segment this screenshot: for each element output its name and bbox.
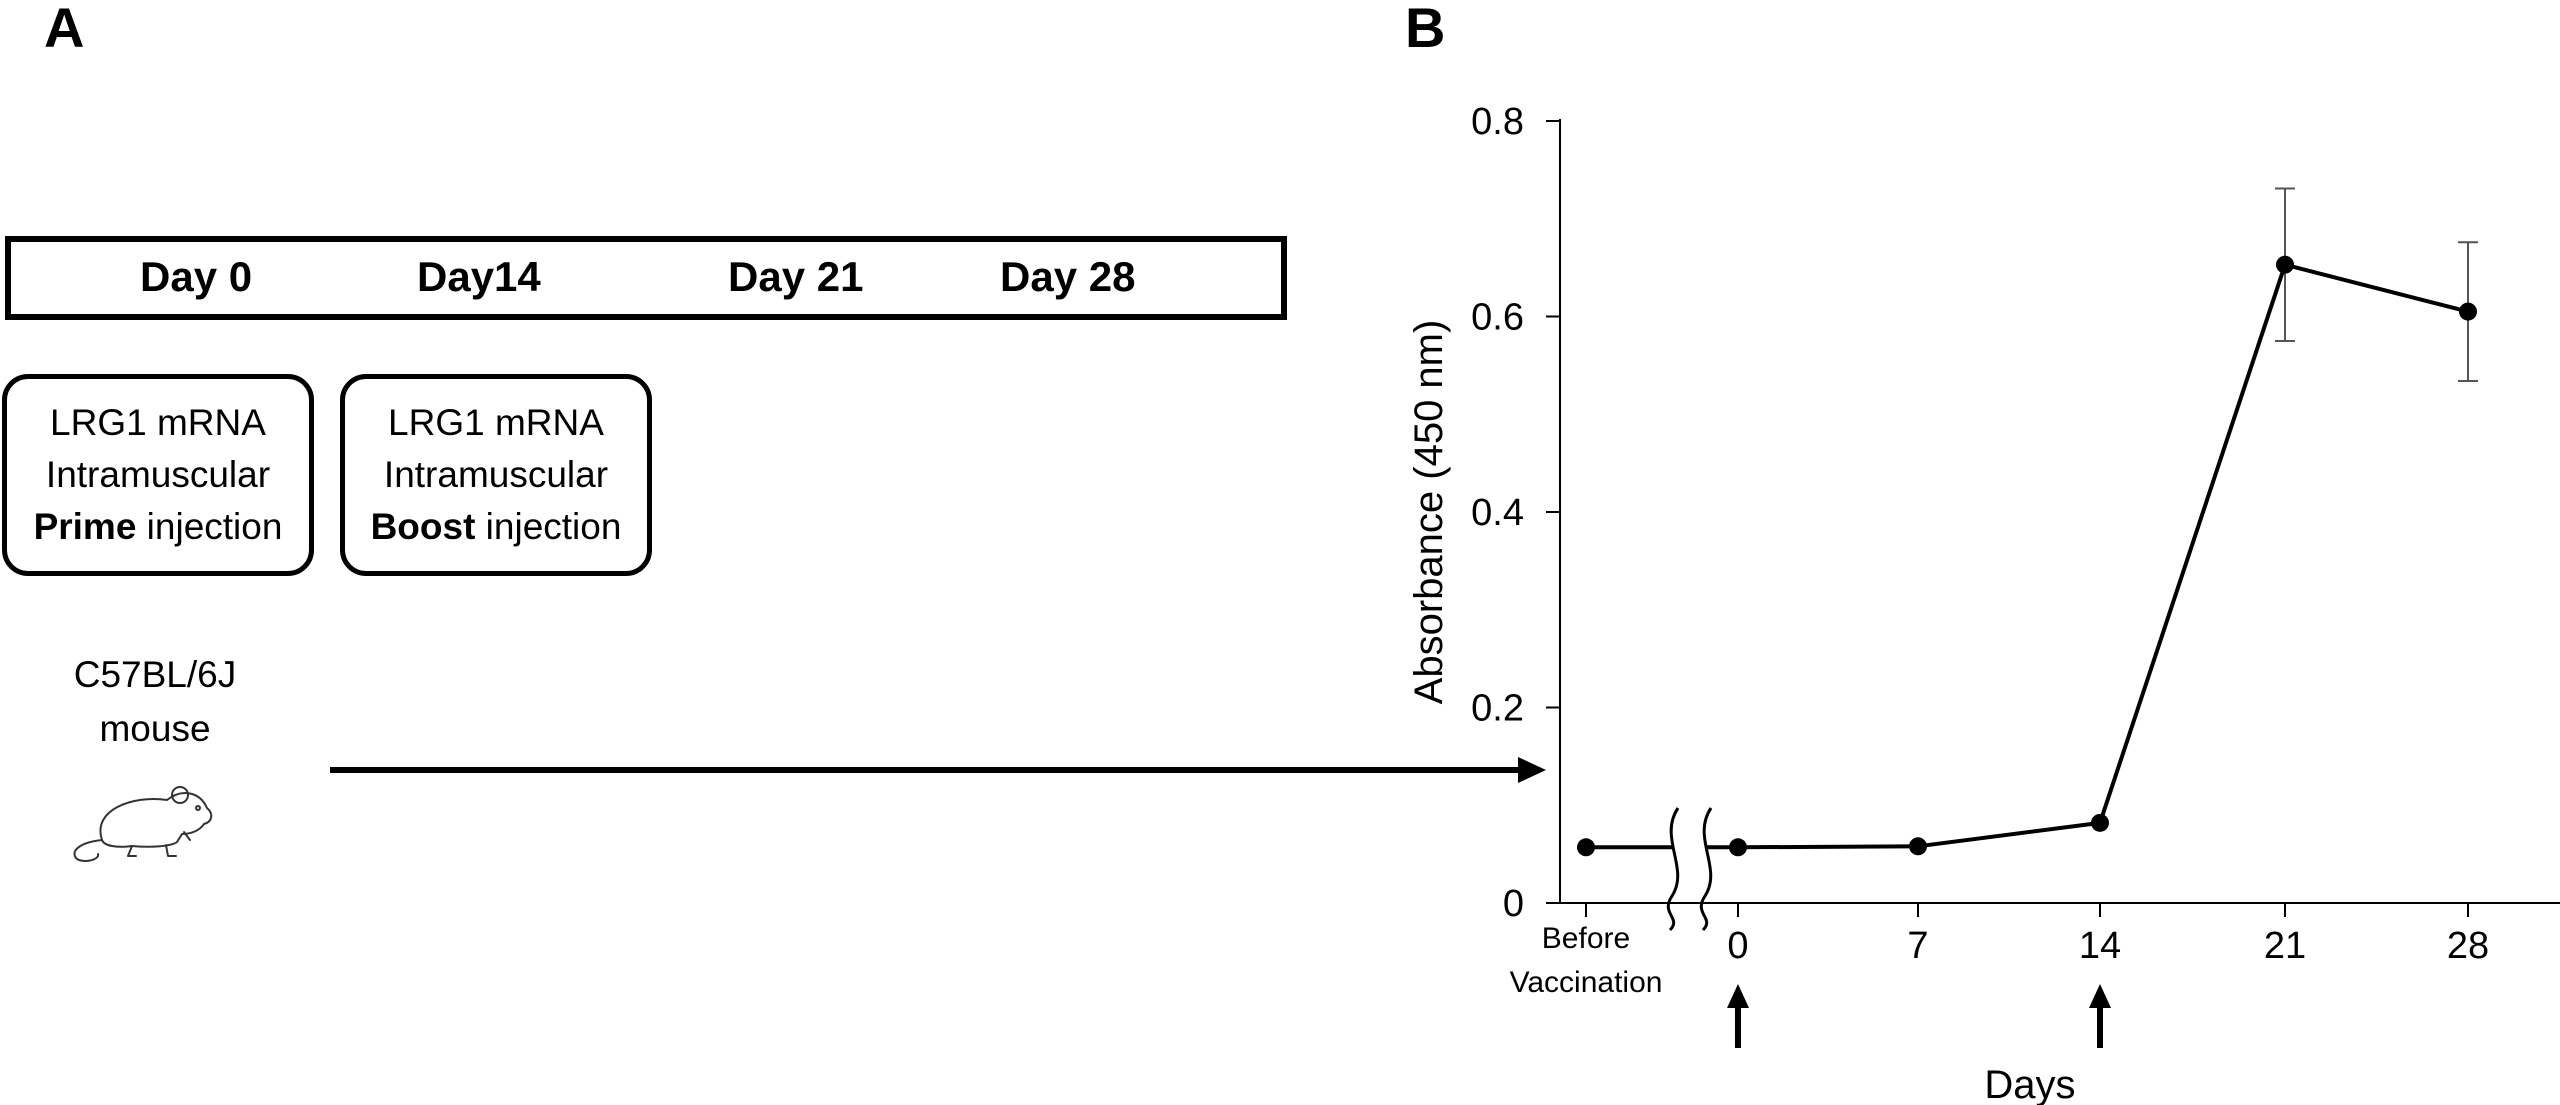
x-axis-title: Days bbox=[1984, 1063, 2075, 1105]
data-point bbox=[1729, 838, 1747, 857]
boost-word: Boost bbox=[370, 505, 476, 547]
x-tick-label: 21 bbox=[2264, 925, 2306, 967]
x-tick-label: 7 bbox=[1907, 925, 1928, 967]
y-tick-label: 0 bbox=[1503, 883, 1524, 925]
chart-marks bbox=[1577, 187, 2478, 1048]
prime-rest: injection bbox=[136, 505, 283, 547]
x-tick-label: 28 bbox=[2447, 925, 2489, 967]
mouse-icon bbox=[73, 786, 213, 862]
data-point bbox=[1577, 838, 1595, 857]
y-tick-label: 0.4 bbox=[1471, 492, 1524, 534]
mouse-label-line2: mouse bbox=[99, 707, 211, 749]
series-line bbox=[1705, 262, 2469, 850]
data-point bbox=[2091, 813, 2109, 832]
y-tick-label: 0.8 bbox=[1471, 101, 1524, 143]
x-tick-label: 0 bbox=[1727, 925, 1748, 967]
x-tick-label: 14 bbox=[2079, 925, 2121, 967]
timeline-day-28: Day 28 bbox=[1000, 253, 1136, 300]
injection-arrow-head bbox=[2089, 984, 2111, 1008]
chart-axes bbox=[1559, 119, 2560, 932]
timeline-day-14: Day14 bbox=[417, 253, 541, 300]
prime-box-line1: LRG1 mRNA bbox=[50, 402, 266, 444]
data-point bbox=[2459, 302, 2477, 321]
timeline-box bbox=[5, 236, 1287, 320]
boost-box-line1: LRG1 mRNA bbox=[388, 402, 604, 444]
prime-injection-box: LRG1 mRNA Intramuscular Prime injection bbox=[2, 374, 314, 576]
boost-rest: injection bbox=[475, 505, 622, 547]
prime-box-line2: Intramuscular bbox=[45, 454, 271, 496]
axis-break-left bbox=[1666, 807, 1680, 932]
prime-box-line3: Prime injection bbox=[34, 501, 283, 553]
x-tick-label: Before bbox=[1542, 922, 1630, 955]
y-tick-label: 0.6 bbox=[1471, 297, 1524, 339]
timeline-day-21: Day 21 bbox=[728, 253, 864, 300]
y-tick-label: 0.2 bbox=[1471, 688, 1524, 730]
panel-a-letter: A bbox=[44, 0, 85, 59]
x-tick-label: Vaccination bbox=[1510, 966, 1663, 999]
data-point bbox=[1909, 837, 1927, 856]
panel-b-letter: B bbox=[1405, 0, 1446, 59]
injection-arrow-head bbox=[1727, 984, 1749, 1008]
y-axis-title: Absorbance (450 nm) bbox=[1407, 320, 1451, 705]
boost-box-line3: Boost injection bbox=[371, 501, 622, 553]
timeline-day-0: Day 0 bbox=[140, 253, 253, 300]
timeline-arrow bbox=[330, 757, 1546, 783]
boost-box-line2: Intramuscular bbox=[383, 454, 609, 496]
chart-labels: Absorbance (450 nm) Days bbox=[1407, 320, 2076, 1105]
mouse-strain-label: C57BL/6J mouse bbox=[40, 648, 270, 755]
data-point bbox=[2276, 255, 2294, 274]
chart-ticks: 0 0.2 0.4 0.6 0.8 Before Vaccination 0 7 14 21 28 bbox=[1471, 101, 2489, 999]
prime-word: Prime bbox=[33, 505, 137, 547]
axis-break-right bbox=[1699, 807, 1713, 932]
mouse-label-line1: C57BL/6J bbox=[73, 654, 237, 695]
boost-injection-box: LRG1 mRNA Intramuscular Boost injection bbox=[340, 374, 652, 576]
